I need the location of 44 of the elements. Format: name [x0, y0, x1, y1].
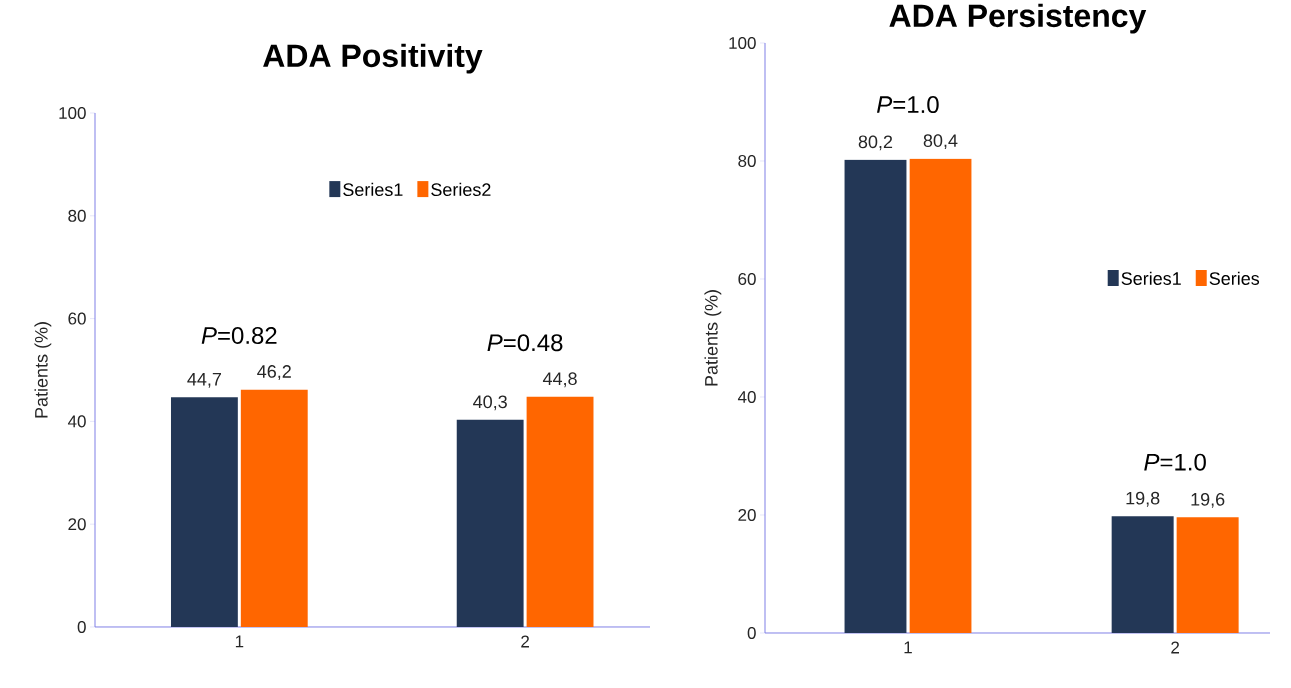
- bar: [240, 389, 308, 627]
- bar: [844, 159, 907, 633]
- x-tick-label: 1: [904, 641, 912, 654]
- y-tick-label: 20: [738, 508, 756, 522]
- legend-label: Series: [1209, 271, 1260, 285]
- legend-label: Series2: [431, 182, 491, 197]
- legend-label: Series1: [343, 182, 403, 197]
- y-axis-title: Patients (%): [704, 290, 722, 386]
- y-tick-label: 100: [59, 106, 86, 120]
- y-tick-label: 60: [738, 272, 756, 286]
- annotation: P=0.82: [201, 327, 277, 344]
- y-tick-label: 80: [738, 154, 756, 168]
- y-tick-label: 100: [729, 36, 756, 50]
- bar: [1111, 516, 1174, 633]
- data-label: 80,2: [858, 135, 893, 151]
- y-tick-label: 0: [747, 626, 756, 640]
- annotation: P=1.0: [877, 96, 939, 114]
- y-axis-title: Patients (%): [34, 322, 52, 418]
- bar: [456, 419, 524, 627]
- chart-title: ADA Persistency: [889, 3, 1147, 34]
- data-label: 44,7: [187, 373, 222, 388]
- data-label: 80,4: [923, 134, 958, 150]
- y-tick-label: 40: [67, 415, 86, 428]
- legend-label: Series1: [1121, 271, 1181, 285]
- y-tick-label: 0: [77, 620, 86, 634]
- y-tick-label: 40: [737, 390, 756, 404]
- data-label: 40,3: [473, 395, 507, 411]
- data-label: 19,8: [1126, 491, 1160, 507]
- bar: [170, 397, 238, 627]
- y-tick-label: 20: [68, 518, 86, 531]
- annotation: P=1.0: [1144, 453, 1206, 471]
- x-tick-label: 2: [1171, 641, 1180, 654]
- data-label: 44,8: [542, 372, 577, 388]
- y-tick-label: 60: [68, 312, 86, 325]
- annotation: P=0.48: [487, 334, 563, 352]
- bar: [1176, 517, 1239, 633]
- x-tick-label: 2: [521, 635, 529, 648]
- bar: [909, 158, 972, 633]
- x-tick-label: 1: [235, 635, 244, 648]
- data-label: 19,6: [1191, 492, 1225, 508]
- chart-title: ADA Positivity: [263, 43, 483, 74]
- bar: [526, 396, 594, 627]
- data-label: 46,2: [257, 365, 291, 380]
- y-tick-label: 80: [68, 209, 86, 222]
